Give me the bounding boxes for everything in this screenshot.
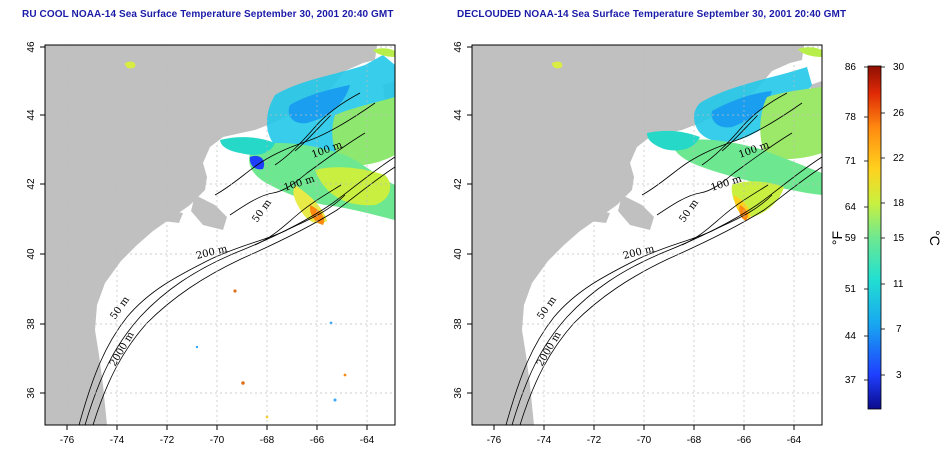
- right-lon-tick: -76: [487, 435, 502, 446]
- right-panel-title: DECLOUDED NOAA-14 Sea Surface Temperatur…: [457, 9, 847, 20]
- colorbar-f-tick: 78: [845, 112, 857, 123]
- right-lon-tick: -72: [587, 435, 602, 446]
- colorbar-f-tick: 86: [845, 62, 857, 73]
- colorbar-c-tick: 7: [896, 324, 902, 335]
- right-lat-tick: 42: [453, 178, 464, 190]
- colorbar-f-tick: 59: [845, 233, 857, 244]
- colorbar-fahrenheit-unit: °F: [829, 231, 845, 245]
- colorbar-f-tick: 71: [845, 156, 857, 167]
- left-lon-tick: -74: [110, 435, 125, 446]
- right-lon-tick-labels: -76 -74 -72 -70 -68 -66 -64: [487, 435, 802, 446]
- colorbar-c-tick: 3: [896, 370, 902, 381]
- left-lon-tick: -76: [60, 435, 75, 446]
- right-lon-tick: -74: [537, 435, 552, 446]
- colorbar-f-tick: 51: [845, 284, 857, 295]
- right-lon-tick: -64: [787, 435, 802, 446]
- left-gridlines: [45, 45, 395, 425]
- left-sst-field: [125, 48, 395, 419]
- colorbar-celsius-ticks: 30 26 22 18 15 11 7 3: [893, 62, 905, 381]
- right-gridlines: [472, 45, 822, 425]
- right-sst-field: [552, 47, 822, 221]
- colorbar-f-tick: 44: [845, 331, 857, 342]
- right-lon-tick: -70: [637, 435, 652, 446]
- right-map-panel: 100 m 100 m 50 m 200 m 50 m 2000 m -76 -…: [453, 41, 823, 446]
- right-lat-tick: 44: [453, 109, 464, 121]
- left-lat-tick-labels: 46 44 42 40 38 36: [26, 41, 37, 399]
- right-lat-tick: 36: [453, 387, 464, 399]
- colorbar-gradient: [867, 65, 882, 410]
- left-lat-tick: 38: [26, 318, 37, 330]
- colorbar-c-tick: 26: [893, 108, 905, 119]
- left-lon-tick: -72: [160, 435, 175, 446]
- colorbar-f-tick: 64: [845, 202, 857, 213]
- left-lon-tick: -64: [360, 435, 375, 446]
- colorbar-f-tick: 37: [845, 375, 857, 386]
- right-lat-tick: 38: [453, 318, 464, 330]
- colorbar-c-tick: 11: [893, 279, 904, 290]
- left-lat-tick: 44: [26, 109, 37, 121]
- right-lat-tick: 46: [453, 41, 464, 53]
- colorbar-celsius-unit: °C: [927, 230, 943, 246]
- left-lat-tick: 46: [26, 41, 37, 53]
- right-lon-tick: -68: [687, 435, 702, 446]
- right-lat-tick: 40: [453, 248, 464, 260]
- left-lon-tick: -70: [210, 435, 225, 446]
- colorbar-c-tick: 18: [893, 198, 905, 209]
- left-lon-tick: -66: [310, 435, 325, 446]
- right-map-frame: [471, 44, 823, 426]
- right-lat-tick-labels: 46 44 42 40 38 36: [453, 41, 464, 399]
- left-map-frame: [44, 44, 396, 426]
- left-lat-tick: 42: [26, 178, 37, 190]
- colorbar-fahrenheit-ticks: 86 78 71 64 59 51 44 37: [845, 62, 857, 386]
- left-lat-tick: 36: [26, 387, 37, 399]
- colorbar-c-tick: 30: [893, 62, 905, 73]
- colorbar-c-tick: 22: [893, 153, 905, 164]
- left-lon-tick: -68: [260, 435, 275, 446]
- left-panel-title: RU COOL NOAA-14 Sea Surface Temperature …: [22, 9, 394, 20]
- colorbar-c-tick: 15: [893, 233, 905, 244]
- left-lon-tick-labels: -76 -74 -72 -70 -68 -66 -64: [60, 435, 375, 446]
- left-map-panel: 100 m 100 m 50 m 200 m 50 m 2000 m -76 -…: [26, 41, 396, 446]
- right-lon-tick: -66: [737, 435, 752, 446]
- left-lat-tick: 40: [26, 248, 37, 260]
- colorbar: 86 78 71 64 59 51 44 37 30 26 22 18 15 1…: [829, 62, 943, 410]
